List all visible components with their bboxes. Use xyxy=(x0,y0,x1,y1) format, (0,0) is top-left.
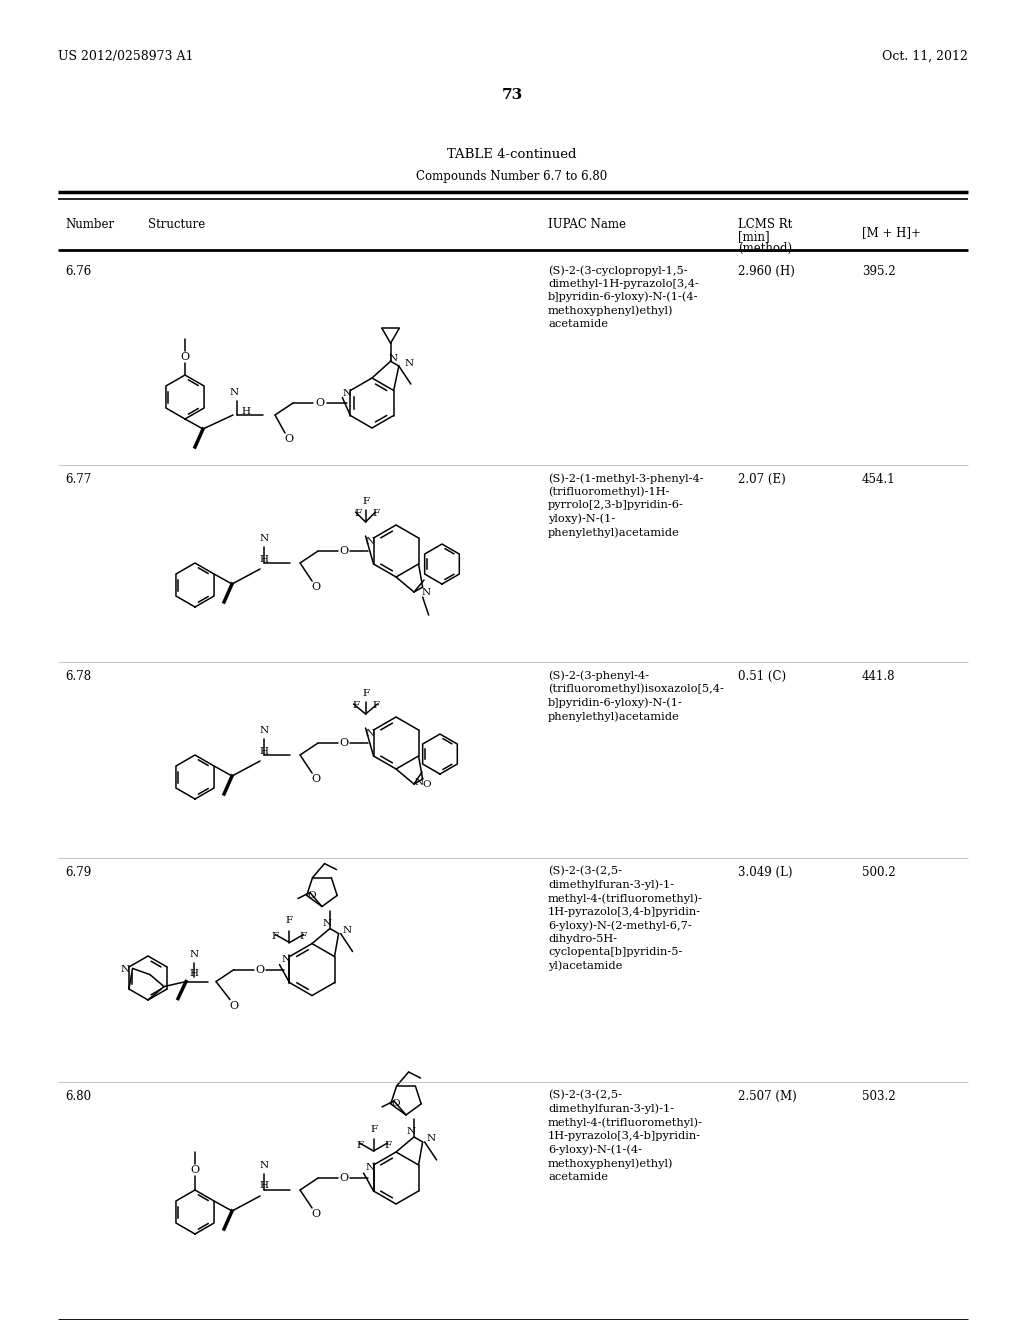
Text: N: N xyxy=(366,1163,375,1172)
Text: 2.507 (M): 2.507 (M) xyxy=(738,1090,797,1104)
Text: Number: Number xyxy=(65,218,114,231)
Text: [min]: [min] xyxy=(738,230,770,243)
Text: O: O xyxy=(340,738,348,748)
Text: (method): (method) xyxy=(738,242,793,255)
Text: (S)-2-(3-(2,5-
dimethylfuran-3-yl)-1-
methyl-4-(trifluoromethyl)-
1H-pyrazolo[3,: (S)-2-(3-(2,5- dimethylfuran-3-yl)-1- me… xyxy=(548,1090,703,1181)
Text: 73: 73 xyxy=(502,88,522,102)
Text: N: N xyxy=(366,536,375,545)
Text: H: H xyxy=(189,969,199,978)
Text: O: O xyxy=(422,780,431,788)
Text: Structure: Structure xyxy=(148,218,205,231)
Text: 500.2: 500.2 xyxy=(862,866,896,879)
Text: F: F xyxy=(300,932,307,941)
Text: N: N xyxy=(342,927,351,935)
Text: H: H xyxy=(259,747,268,755)
Text: O: O xyxy=(340,1173,348,1183)
Text: O: O xyxy=(340,546,348,556)
Text: N: N xyxy=(426,1134,435,1143)
Text: [M + H]+: [M + H]+ xyxy=(862,226,921,239)
Text: F: F xyxy=(361,689,369,698)
Text: O: O xyxy=(311,1209,321,1218)
Text: O: O xyxy=(315,399,325,408)
Text: N: N xyxy=(259,535,268,543)
Text: F: F xyxy=(370,1125,377,1134)
Text: O: O xyxy=(311,774,321,784)
Text: 3.049 (L): 3.049 (L) xyxy=(738,866,793,879)
Text: F: F xyxy=(384,1140,391,1150)
Text: O: O xyxy=(311,582,321,591)
Text: N: N xyxy=(421,587,430,597)
Text: 6.78: 6.78 xyxy=(65,671,91,682)
Text: F: F xyxy=(372,510,379,519)
Text: F: F xyxy=(286,916,293,925)
Text: (S)-2-(1-methyl-3-phenyl-4-
(trifluoromethyl)-1H-
pyrrolo[2,3-b]pyridin-6-
yloxy: (S)-2-(1-methyl-3-phenyl-4- (trifluorome… xyxy=(548,473,703,539)
Text: 454.1: 454.1 xyxy=(862,473,896,486)
Text: 2.960 (H): 2.960 (H) xyxy=(738,265,795,279)
Text: N: N xyxy=(407,1127,416,1137)
Text: (S)-2-(3-phenyl-4-
(trifluoromethyl)isoxazolo[5,4-
b]pyridin-6-yloxy)-N-(1-
phen: (S)-2-(3-phenyl-4- (trifluoromethyl)isox… xyxy=(548,671,724,722)
Text: N: N xyxy=(404,359,414,367)
Text: O: O xyxy=(180,352,189,362)
Text: 441.8: 441.8 xyxy=(862,671,896,682)
Text: F: F xyxy=(352,701,359,710)
Text: N: N xyxy=(259,1162,268,1170)
Text: O: O xyxy=(285,434,294,444)
Text: 2.07 (E): 2.07 (E) xyxy=(738,473,785,486)
Text: N: N xyxy=(121,965,129,974)
Text: F: F xyxy=(354,510,361,519)
Text: IUPAC Name: IUPAC Name xyxy=(548,218,626,231)
Text: N: N xyxy=(388,354,397,363)
Text: N: N xyxy=(415,777,424,787)
Text: 6.80: 6.80 xyxy=(65,1090,91,1104)
Text: O: O xyxy=(307,891,316,900)
Text: 395.2: 395.2 xyxy=(862,265,896,279)
Text: 503.2: 503.2 xyxy=(862,1090,896,1104)
Text: F: F xyxy=(361,498,369,507)
Text: N: N xyxy=(282,956,291,964)
Text: LCMS Rt: LCMS Rt xyxy=(738,218,793,231)
Text: H: H xyxy=(259,1181,268,1191)
Text: US 2012/0258973 A1: US 2012/0258973 A1 xyxy=(58,50,194,63)
Text: N: N xyxy=(229,388,239,397)
Text: Oct. 11, 2012: Oct. 11, 2012 xyxy=(882,50,968,63)
Text: O: O xyxy=(391,1100,400,1109)
Text: 0.51 (C): 0.51 (C) xyxy=(738,671,786,682)
Text: 6.77: 6.77 xyxy=(65,473,91,486)
Text: TABLE 4-continued: TABLE 4-continued xyxy=(447,148,577,161)
Text: N: N xyxy=(259,726,268,735)
Text: F: F xyxy=(372,701,379,710)
Text: (S)-2-(3-cyclopropyl-1,5-
dimethyl-1H-pyrazolo[3,4-
b]pyridin-6-yloxy)-N-(1-(4-
: (S)-2-(3-cyclopropyl-1,5- dimethyl-1H-py… xyxy=(548,265,698,329)
Text: H: H xyxy=(259,554,268,564)
Text: N: N xyxy=(366,729,375,738)
Text: F: F xyxy=(356,1140,364,1150)
Text: O: O xyxy=(190,1166,200,1175)
Text: N: N xyxy=(189,949,199,958)
Text: 6.79: 6.79 xyxy=(65,866,91,879)
Text: (S)-2-(3-(2,5-
dimethylfuran-3-yl)-1-
methyl-4-(trifluoromethyl)-
1H-pyrazolo[3,: (S)-2-(3-(2,5- dimethylfuran-3-yl)-1- me… xyxy=(548,866,703,970)
Text: N: N xyxy=(343,389,352,399)
Text: N: N xyxy=(323,919,332,928)
Text: Compounds Number 6.7 to 6.80: Compounds Number 6.7 to 6.80 xyxy=(417,170,607,183)
Text: O: O xyxy=(255,965,264,974)
Text: F: F xyxy=(272,932,280,941)
Text: O: O xyxy=(229,1001,239,1011)
Text: 6.76: 6.76 xyxy=(65,265,91,279)
Text: H: H xyxy=(241,407,250,416)
